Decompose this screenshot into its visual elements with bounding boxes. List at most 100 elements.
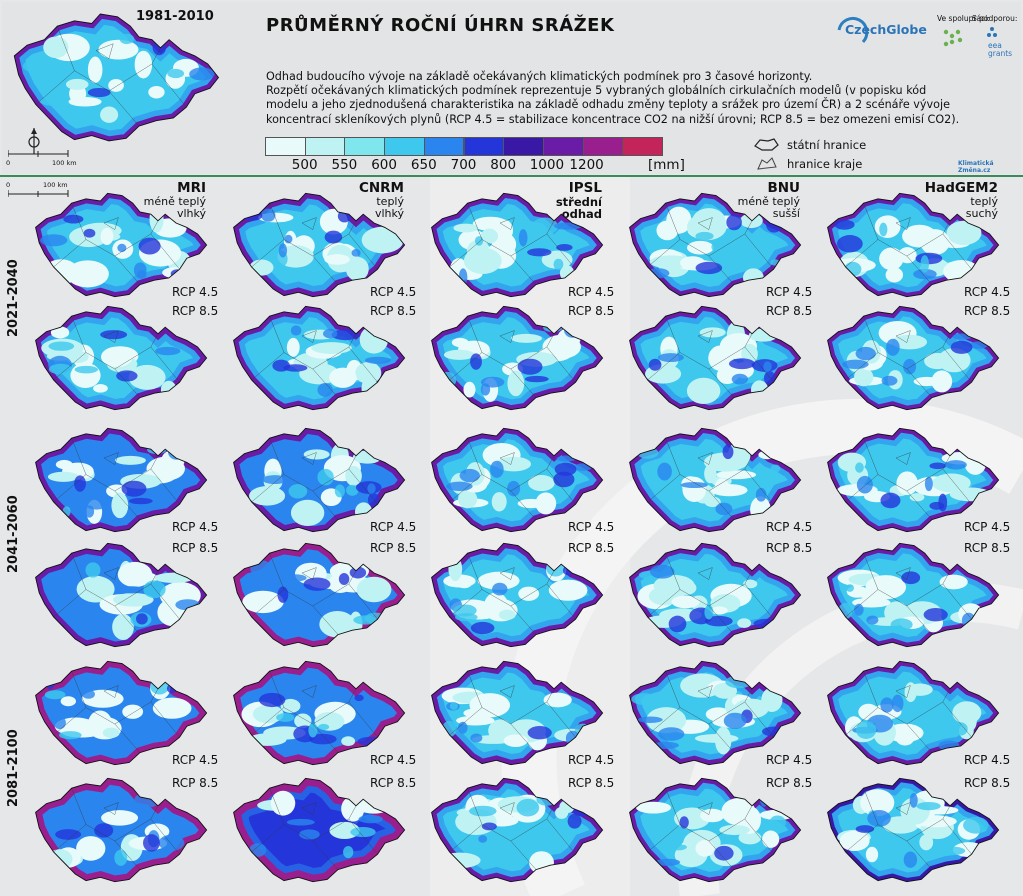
scenario-label: RCP 4.5 xyxy=(172,285,219,299)
model-header-hadgem2: HadGEM2 teplý suchý xyxy=(848,180,998,220)
precip-map-hadgem2-2021-2040-rcp85 xyxy=(827,305,1000,411)
precip-map-ipsl-2021-2040-rcp45 xyxy=(431,192,604,298)
model-desc: odhad xyxy=(561,207,602,221)
precip-map-bnu-2041-2060-rcp45 xyxy=(629,427,802,533)
scenario-label: RCP 4.5 xyxy=(370,520,417,534)
scenario-label: RCP 8.5 xyxy=(370,776,417,790)
description-line: koncentrací skleníkových plynů (RCP 4.5 … xyxy=(266,112,960,126)
scenario-label: RCP 4.5 xyxy=(964,753,1011,767)
scenario-label: RCP 8.5 xyxy=(172,304,219,318)
legend-swatch xyxy=(265,137,306,156)
precip-map-mri-2021-2040-rcp45 xyxy=(35,192,208,298)
support-label: S podporou: xyxy=(972,14,1018,23)
precip-map-ipsl-2081-2100-rcp85 xyxy=(431,777,604,883)
precip-map-cnrm-2041-2060-rcp85 xyxy=(233,542,406,648)
period-label: 2021-2040 xyxy=(6,258,21,337)
precip-map-ipsl-2041-2060-rcp85 xyxy=(431,542,604,648)
precip-map-bnu-2041-2060-rcp85 xyxy=(629,542,802,648)
scale-zero: 0 xyxy=(6,181,11,189)
scale-bar-grid xyxy=(8,190,69,197)
region-border-icon xyxy=(757,157,777,170)
precip-map-cnrm-2081-2100-rcp85 xyxy=(233,777,406,883)
model-desc: teplý xyxy=(970,195,998,208)
czechglobe-text: CzechGlobe xyxy=(845,22,927,37)
state-border-label: státní hranice xyxy=(787,138,867,152)
scenario-label: RCP 8.5 xyxy=(370,541,417,555)
scenario-label: RCP 4.5 xyxy=(766,520,813,534)
precip-map-hadgem2-2081-2100-rcp85 xyxy=(827,777,1000,883)
scenario-label: RCP 8.5 xyxy=(964,304,1011,318)
period-label: 2081-2100 xyxy=(6,728,21,807)
legend-unit: [mm] xyxy=(648,157,685,173)
precip-map-mri-2041-2060-rcp85 xyxy=(35,542,208,648)
precip-map-ipsl-2081-2100-rcp45 xyxy=(431,660,604,766)
model-code: BNU xyxy=(767,180,800,196)
precip-map-mri-2041-2060-rcp45 xyxy=(35,427,208,533)
scenario-label: RCP 4.5 xyxy=(766,285,813,299)
legend-swatch xyxy=(503,137,544,156)
boundary-legend-icons xyxy=(754,138,779,170)
legend-swatch xyxy=(582,137,624,156)
scenario-label: RCP 8.5 xyxy=(370,304,417,318)
scenario-label: RCP 4.5 xyxy=(964,285,1011,299)
scenario-label: RCP 8.5 xyxy=(172,776,219,790)
scenario-label: RCP 4.5 xyxy=(568,285,615,299)
model-desc: vlhký xyxy=(374,207,404,220)
scenario-label: RCP 8.5 xyxy=(568,541,615,555)
legend-swatch xyxy=(344,137,386,156)
description-line: Odhad budoucího vývoje na základě očekáv… xyxy=(266,70,813,83)
precip-map-bnu-2021-2040-rcp45 xyxy=(629,192,802,298)
scale-zero: 0 xyxy=(6,159,11,167)
scenario-label: RCP 8.5 xyxy=(766,776,813,790)
legend-label: 700 xyxy=(450,157,477,173)
precip-map-ipsl-2021-2040-rcp85 xyxy=(431,305,604,411)
period-label: 2041-2060 xyxy=(6,494,21,573)
description-line: modelu a jeho zjednodušená charakteristi… xyxy=(266,98,951,112)
mendel-university-logo xyxy=(943,29,963,47)
north-arrow-icon xyxy=(28,128,40,154)
model-code: MRI xyxy=(177,180,206,196)
precip-map-bnu-2021-2040-rcp85 xyxy=(629,305,802,411)
scenario-label: RCP 4.5 xyxy=(964,520,1011,534)
model-desc: teplý xyxy=(376,195,404,208)
scenario-label: RCP 4.5 xyxy=(568,520,615,534)
page-title: PRŮMĚRNÝ ROČNÍ ÚHRN SRÁŽEK xyxy=(266,15,615,36)
precip-map-bnu-2081-2100-rcp45 xyxy=(629,660,802,766)
precip-map-bnu-2081-2100-rcp85 xyxy=(629,777,802,883)
scenario-label: RCP 8.5 xyxy=(766,304,813,318)
scenario-label: RCP 8.5 xyxy=(766,541,813,555)
klima-logo: Klimatická Změna.cz xyxy=(958,160,994,174)
reference-precipitation-map xyxy=(13,13,220,142)
precip-map-mri-2021-2040-rcp85 xyxy=(35,305,208,411)
scenario-label: RCP 4.5 xyxy=(172,753,219,767)
scenario-label: RCP 8.5 xyxy=(172,541,219,555)
precip-map-hadgem2-2041-2060-rcp45 xyxy=(827,427,1000,533)
description-line: Rozpětí očekávaných klimatických podmíne… xyxy=(266,84,927,98)
precip-map-hadgem2-2041-2060-rcp85 xyxy=(827,542,1000,648)
scenario-label: RCP 8.5 xyxy=(964,541,1011,555)
scenario-label: RCP 4.5 xyxy=(766,753,813,767)
precip-map-cnrm-2041-2060-rcp45 xyxy=(233,427,406,533)
scale-label: 100 km xyxy=(43,181,68,189)
reference-period-label: 1981-2010 xyxy=(136,9,214,24)
scenario-label: RCP 8.5 xyxy=(964,776,1011,790)
precip-map-cnrm-2081-2100-rcp45 xyxy=(233,660,406,766)
cooperation-label: Ve spolupráci: xyxy=(937,14,990,23)
precip-map-mri-2081-2100-rcp85 xyxy=(35,777,208,883)
legend-swatch xyxy=(463,137,505,156)
legend-swatch xyxy=(622,137,663,156)
czechglobe-logo: CzechGlobe xyxy=(833,12,933,48)
scale-label: 100 km xyxy=(52,159,77,167)
legend-swatch xyxy=(423,137,465,156)
precip-map-mri-2081-2100-rcp45 xyxy=(35,660,208,766)
legend-label: 1000 xyxy=(529,157,565,173)
precip-map-hadgem2-2021-2040-rcp45 xyxy=(827,192,1000,298)
model-desc: vlhký xyxy=(176,207,206,220)
legend-label: 650 xyxy=(410,157,437,173)
model-code: HadGEM2 xyxy=(924,180,998,196)
legend-label: 600 xyxy=(371,157,397,173)
model-header-mri: MRI méně teplý vlhký xyxy=(56,180,206,220)
legend-swatch xyxy=(384,137,425,156)
precip-map-cnrm-2021-2040-rcp45 xyxy=(233,192,406,298)
scenario-label: RCP 4.5 xyxy=(172,520,219,534)
